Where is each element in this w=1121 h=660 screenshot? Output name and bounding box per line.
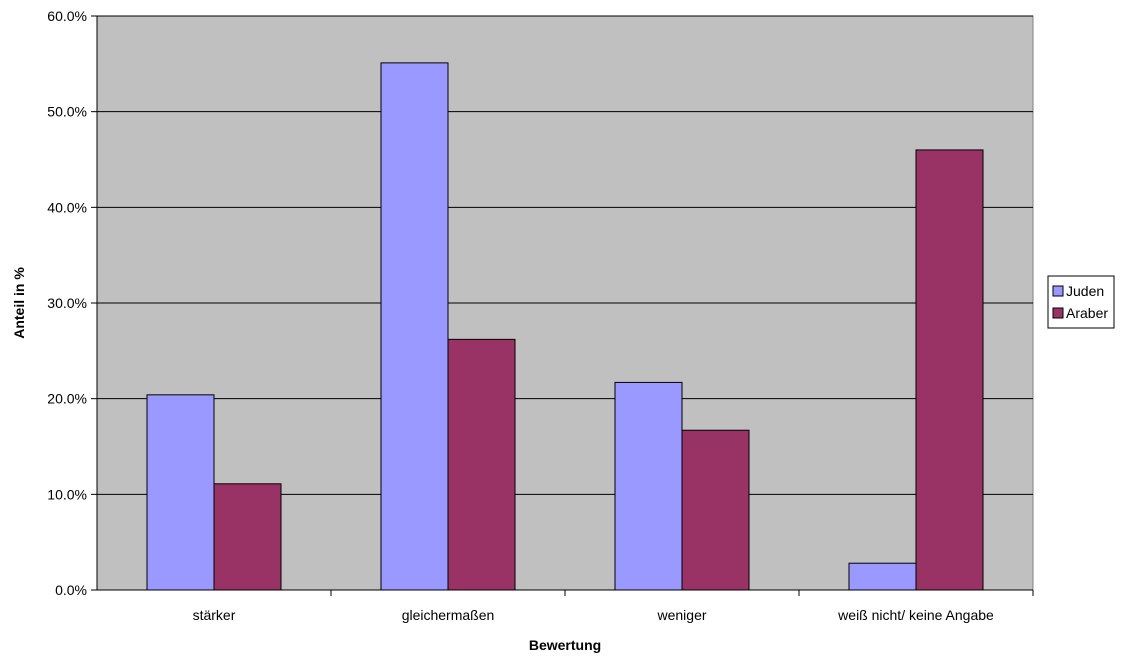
bar-araber-4 [915,149,984,591]
bar-juden-1 [146,394,215,591]
axes: 0.0% 10.0% 20.0% 30.0% 40.0% 50.0% 60.0% stärke… [47,8,1034,623]
bar-araber-3 [681,429,750,591]
x-tick-label: weiß nicht/ keine Angabe [837,607,994,623]
y-tick-label: 40.0% [47,199,87,215]
x-axis-title: Bewertung [529,637,601,653]
legend-box [1047,275,1115,329]
y-tick-label: 0.0% [55,582,87,598]
legend-label-araber: Araber [1066,305,1108,321]
bars [146,62,984,591]
y-tick-label: 30.0% [47,295,87,311]
y-tick-label: 50.0% [47,104,87,120]
legend-label-juden: Juden [1066,283,1104,299]
x-tick-label: weniger [656,607,706,623]
legend: Juden Araber [1047,275,1115,329]
y-tick-label: 10.0% [47,486,87,502]
x-tick-label: gleichermaßen [402,607,495,623]
y-axis-title: Anteil in % [11,267,27,339]
bar-araber-2 [447,338,516,591]
legend-swatch-juden [1052,285,1064,297]
x-tick-label: stärker [193,607,236,623]
bar-araber-1 [213,483,282,591]
legend-swatch-araber [1052,307,1064,319]
bar-juden-2 [380,62,449,591]
bar-juden-3 [614,381,683,591]
bar-juden-4 [848,562,917,591]
y-tick-label: 60.0% [47,8,87,24]
y-tick-label: 20.0% [47,391,87,407]
